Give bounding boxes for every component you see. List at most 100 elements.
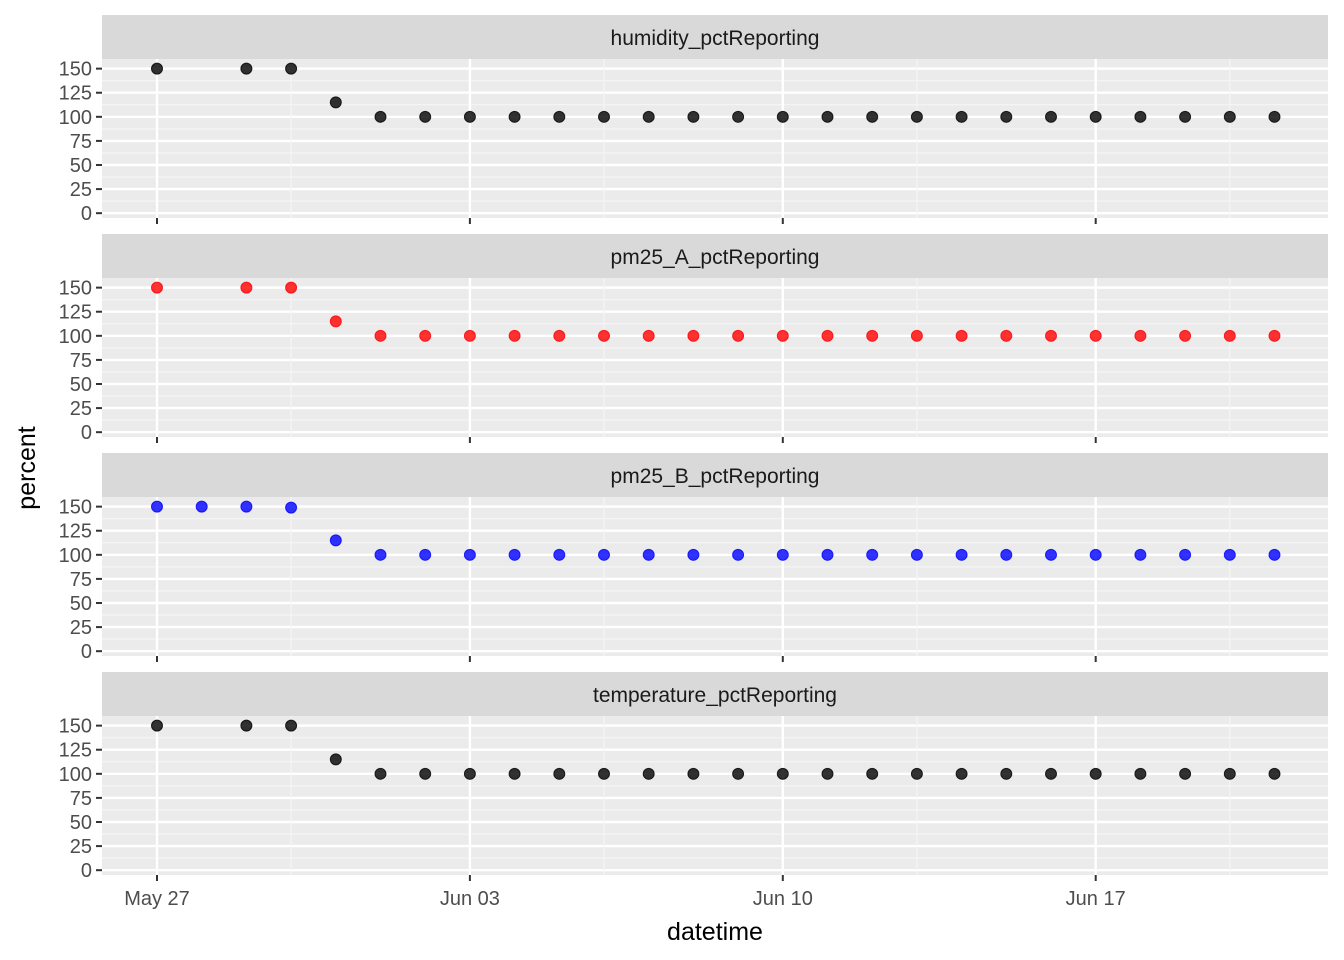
data-point — [642, 767, 655, 780]
data-point — [374, 548, 387, 561]
y-tick-label: 0 — [81, 641, 92, 663]
data-point — [1134, 110, 1147, 123]
x-tick-label: May 27 — [124, 888, 190, 910]
data-point — [687, 767, 700, 780]
y-tick-label: 125 — [59, 83, 92, 105]
y-tick-label: 25 — [70, 398, 92, 420]
data-point — [285, 719, 298, 732]
data-point — [1179, 329, 1192, 342]
x-tick-label: Jun 10 — [753, 888, 813, 910]
data-point — [508, 767, 521, 780]
y-tick-label: 25 — [70, 179, 92, 201]
x-axis: May 27 Jun 03 Jun 10 Jun 17 — [124, 888, 1126, 910]
data-point — [776, 767, 789, 780]
facet-panels: humidity_pctReporting0255075100125150pm2… — [59, 15, 1328, 882]
data-point — [374, 110, 387, 123]
data-point — [553, 767, 566, 780]
y-tick-label: 25 — [70, 836, 92, 858]
facet-strip-label: temperature_pctReporting — [593, 684, 837, 707]
data-point — [776, 548, 789, 561]
data-point — [642, 548, 655, 561]
y-tick-label: 100 — [59, 764, 92, 786]
facet-strip-label: pm25_B_pctReporting — [611, 465, 820, 488]
data-point — [240, 719, 253, 732]
data-point — [151, 500, 163, 513]
data-point — [419, 110, 432, 123]
data-point — [285, 501, 298, 514]
panel-background — [102, 497, 1328, 656]
data-point — [1089, 110, 1102, 123]
y-tick-label: 50 — [70, 155, 92, 177]
data-point — [1089, 329, 1102, 342]
panel-background — [102, 278, 1328, 437]
data-point — [419, 767, 432, 780]
data-point — [1000, 110, 1013, 123]
data-point — [866, 329, 879, 342]
data-point — [1223, 329, 1236, 342]
data-point — [1134, 329, 1147, 342]
y-tick-label: 100 — [59, 545, 92, 567]
y-tick-label: 150 — [59, 497, 92, 519]
data-point — [508, 110, 521, 123]
y-tick-label: 0 — [81, 422, 92, 444]
y-tick-label: 25 — [70, 617, 92, 639]
data-point — [1134, 548, 1147, 561]
y-tick-label: 0 — [81, 203, 92, 225]
y-tick-label: 150 — [59, 716, 92, 738]
facet-strip — [102, 672, 1328, 716]
data-point — [1268, 110, 1281, 123]
data-point — [776, 329, 789, 342]
facet-strip — [102, 15, 1328, 59]
y-tick-label: 125 — [59, 521, 92, 543]
data-point — [598, 548, 610, 561]
x-tick-label: Jun 17 — [1066, 888, 1126, 910]
data-point — [732, 110, 745, 123]
y-tick-label: 150 — [59, 59, 92, 81]
data-point — [955, 329, 968, 342]
data-point — [463, 110, 476, 123]
data-point — [910, 329, 923, 342]
data-point — [1268, 767, 1281, 780]
panel-background — [102, 59, 1328, 218]
data-point — [553, 329, 566, 342]
data-point — [821, 329, 834, 342]
data-point — [732, 329, 745, 342]
data-point — [1134, 767, 1147, 780]
data-point — [419, 548, 432, 561]
data-point — [1223, 767, 1236, 780]
x-axis-title: datetime — [667, 918, 763, 946]
data-point — [1089, 767, 1102, 780]
data-point — [419, 329, 432, 342]
data-point — [1179, 110, 1192, 123]
data-point — [463, 767, 476, 780]
data-point — [329, 96, 342, 109]
data-point — [732, 767, 745, 780]
y-tick-label: 100 — [59, 107, 92, 129]
data-point — [598, 767, 610, 780]
data-point — [463, 329, 476, 342]
data-point — [329, 534, 342, 547]
y-axis-title: percent — [13, 426, 41, 509]
data-point — [195, 500, 208, 513]
facet-strip — [102, 453, 1328, 497]
y-tick-label: 50 — [70, 812, 92, 834]
data-point — [910, 767, 923, 780]
facet-strip — [102, 234, 1328, 278]
data-point — [687, 329, 700, 342]
x-tick-label: Jun 03 — [440, 888, 500, 910]
y-tick-label: 125 — [59, 302, 92, 324]
data-point — [1045, 329, 1057, 342]
facet-strip-label: humidity_pctReporting — [611, 27, 820, 50]
y-tick-label: 100 — [59, 326, 92, 348]
data-point — [1223, 110, 1236, 123]
data-point — [732, 548, 745, 561]
y-tick-label: 75 — [70, 569, 92, 591]
y-tick-label: 125 — [59, 740, 92, 762]
data-point — [1179, 548, 1192, 561]
facet-strip-label: pm25_A_pctReporting — [611, 246, 820, 269]
data-point — [374, 767, 387, 780]
y-tick-label: 150 — [59, 278, 92, 300]
